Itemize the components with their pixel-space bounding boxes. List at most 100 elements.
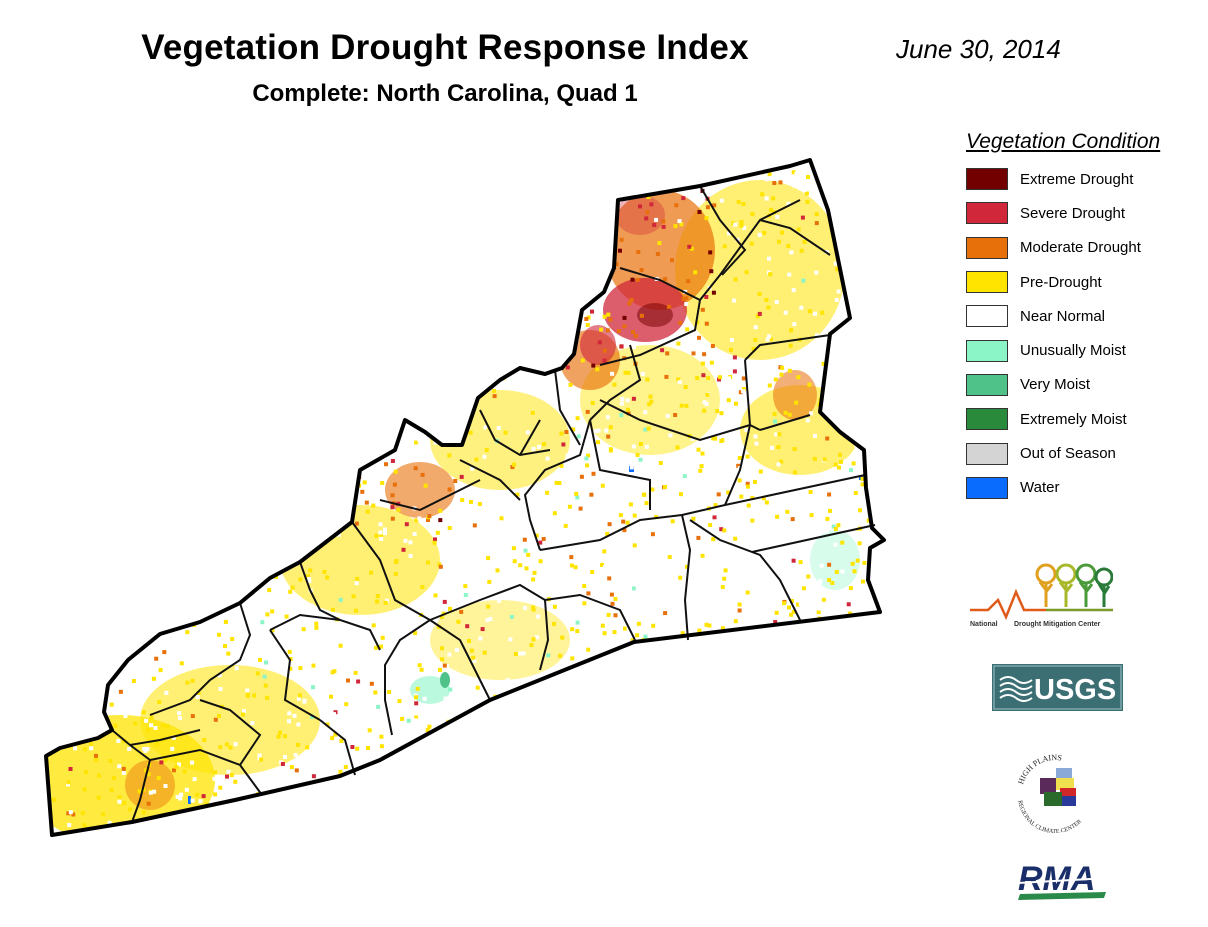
raster-pixel [74, 185, 79, 190]
raster-pixel [487, 287, 492, 291]
raster-pixel [112, 776, 116, 780]
raster-pixel [849, 414, 854, 419]
raster-pixel [848, 689, 853, 694]
raster-pixel [655, 252, 660, 256]
raster-pixel [425, 728, 430, 733]
raster-pixel [406, 340, 411, 345]
raster-pixel [693, 526, 698, 531]
raster-pixel [345, 448, 350, 453]
raster-pixel [335, 512, 340, 517]
raster-pixel [119, 598, 124, 603]
raster-pixel [657, 176, 662, 181]
raster-pixel [315, 401, 320, 406]
raster-pixel [351, 594, 356, 599]
raster-pixel [803, 612, 808, 617]
raster-pixel [183, 648, 188, 653]
raster-pixel [585, 463, 590, 468]
raster-pixel [372, 225, 377, 230]
raster-pixel [75, 162, 80, 167]
raster-pixel [451, 758, 456, 763]
raster-pixel [263, 392, 268, 397]
raster-pixel [860, 618, 865, 623]
raster-pixel [178, 796, 183, 801]
raster-pixel [257, 753, 262, 758]
raster-pixel [752, 668, 757, 673]
raster-pixel [274, 360, 279, 365]
raster-pixel [850, 561, 855, 566]
raster-pixel [125, 332, 130, 337]
raster-pixel [293, 366, 298, 370]
raster-pixel [153, 275, 158, 280]
raster-pixel [149, 564, 154, 569]
extreme-region-n [637, 303, 673, 327]
raster-pixel [376, 389, 381, 394]
raster-pixel [376, 221, 381, 226]
raster-pixel [873, 771, 878, 776]
raster-pixel [414, 701, 419, 706]
raster-pixel [417, 815, 422, 820]
raster-pixel [679, 492, 683, 497]
raster-pixel [459, 242, 464, 247]
raster-pixel [616, 329, 621, 333]
raster-pixel [390, 263, 395, 268]
raster-pixel [591, 471, 596, 476]
raster-pixel [205, 201, 210, 206]
raster-pixel [395, 308, 400, 313]
raster-pixel [750, 827, 755, 832]
raster-pixel [771, 659, 776, 664]
raster-pixel [460, 202, 465, 207]
raster-pixel [352, 682, 356, 687]
raster-pixel [625, 407, 630, 412]
raster-pixel [650, 487, 655, 492]
raster-pixel [134, 526, 139, 531]
raster-pixel [677, 219, 682, 224]
raster-pixel [165, 547, 170, 552]
raster-pixel [774, 779, 779, 784]
raster-pixel [636, 250, 641, 254]
raster-pixel [697, 335, 701, 340]
raster-pixel [208, 454, 212, 459]
raster-pixel [768, 337, 773, 342]
raster-pixel [644, 501, 649, 506]
raster-pixel [287, 711, 292, 716]
raster-pixel [108, 759, 113, 763]
raster-pixel [428, 258, 433, 263]
raster-pixel [632, 171, 637, 176]
raster-pixel [266, 303, 271, 308]
raster-pixel [704, 295, 709, 299]
raster-pixel [347, 809, 351, 814]
raster-pixel [504, 788, 509, 793]
raster-pixel [99, 652, 104, 657]
raster-pixel [832, 680, 836, 685]
raster-pixel [572, 810, 577, 815]
raster-pixel [747, 608, 752, 613]
raster-pixel [199, 405, 203, 410]
raster-pixel [240, 293, 245, 298]
raster-pixel [223, 619, 228, 624]
raster-pixel [191, 421, 196, 426]
raster-pixel [353, 608, 358, 613]
raster-pixel [209, 522, 214, 526]
raster-pixel [408, 540, 413, 545]
raster-pixel [880, 588, 884, 593]
raster-pixel [295, 274, 300, 279]
legend-swatch [966, 202, 1008, 225]
raster-pixel [190, 182, 195, 187]
raster-pixel [714, 694, 719, 699]
raster-pixel [558, 772, 563, 777]
raster-pixel [711, 537, 716, 542]
moderate-region-sw [125, 760, 175, 810]
raster-pixel [623, 370, 628, 375]
raster-pixel [172, 277, 177, 281]
raster-pixel [342, 458, 347, 463]
raster-pixel [534, 533, 539, 538]
raster-pixel [116, 549, 121, 554]
raster-pixel [776, 373, 781, 378]
raster-pixel [213, 502, 218, 507]
raster-pixel [232, 328, 237, 333]
raster-pixel [240, 286, 245, 291]
raster-pixel [84, 587, 89, 592]
raster-pixel [147, 358, 152, 363]
raster-pixel [103, 429, 108, 434]
raster-pixel [607, 522, 612, 527]
